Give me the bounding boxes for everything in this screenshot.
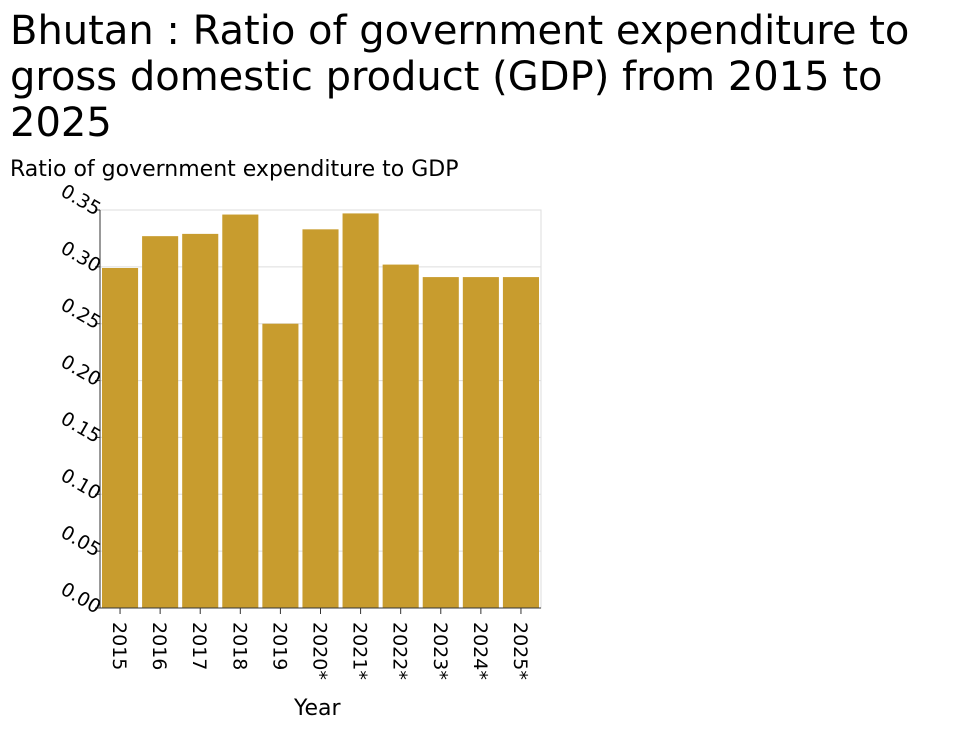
bar [302,229,339,608]
x-tick-label: 2024* [469,622,491,680]
x-tick-label: 2025* [509,622,531,680]
x-tick-label: 2022* [389,622,411,680]
x-tick-label: 2021* [349,622,371,680]
bar [502,277,539,608]
x-tick-label: 2020* [309,622,331,680]
bar [382,264,419,608]
y-tick-label: 0.20 [57,351,105,391]
bar [462,277,499,608]
x-axis-label: Year [294,696,341,721]
x-tick-label: 2016 [148,622,170,670]
y-tick-label: 0.25 [57,294,105,334]
y-ticks: 0.00 0.05 0.10 0.15 0.20 0.25 0.30 0.35 [57,180,105,618]
y-tick-label: 0.15 [57,408,105,448]
bar [422,277,459,608]
y-tick-label: 0.00 [57,578,105,618]
bar [262,323,299,608]
x-ticks: 2015 2016 2017 2018 2019 2020* 2021* 2022* 2023*… [108,608,531,680]
bar [222,214,259,608]
bar [182,233,219,608]
x-tick-label: 2017 [188,622,210,670]
chart-title: Bhutan : Ratio of government expenditure… [10,8,910,146]
bar [342,213,379,608]
y-tick-label: 0.35 [57,180,105,220]
x-tick-label: 2019 [268,622,290,670]
y-tick-label: 0.05 [57,521,105,561]
x-tick-label: 2023* [429,622,451,680]
x-tick-label: 2018 [228,622,250,670]
bars [102,213,539,608]
bar [142,236,179,608]
bar [102,267,139,608]
y-axis-label: Ratio of government expenditure to GDP [10,157,459,182]
y-tick-label: 0.30 [57,237,105,277]
y-tick-label: 0.10 [57,464,105,504]
x-tick-label: 2015 [108,622,130,670]
